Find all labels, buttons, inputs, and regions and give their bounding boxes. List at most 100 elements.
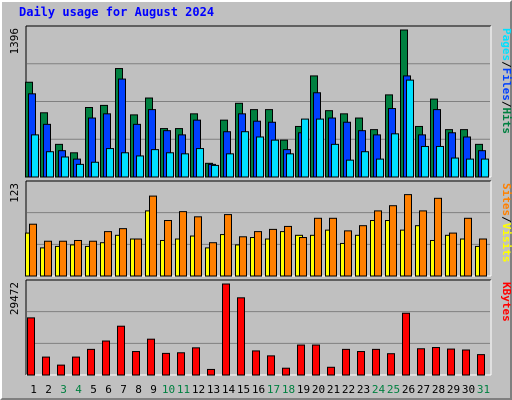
x-tick-label: 24: [372, 383, 386, 396]
bar-pages-day-24: [376, 158, 384, 178]
bar-kbytes-day-9: [147, 338, 155, 376]
bar-pages-day-1: [31, 134, 39, 178]
bar-pages-day-4: [76, 163, 84, 178]
bar-sites-day-14: [224, 214, 232, 277]
bar-kbytes-day-7: [117, 325, 125, 376]
legend-entry: /: [500, 101, 512, 108]
bar-pages-day-16: [256, 136, 264, 178]
bar-pages-day-2: [46, 151, 54, 178]
bar-sites-day-3: [59, 240, 67, 277]
bar-kbytes-day-29: [447, 348, 455, 376]
bar-kbytes-day-8: [132, 351, 140, 376]
panel-visitors-legend: Sites/Visits: [500, 183, 512, 263]
x-tick-label: 9: [150, 383, 157, 396]
bar-sites-day-26: [404, 194, 412, 277]
bar-pages-day-12: [196, 148, 204, 178]
x-tick-label: 2: [45, 383, 52, 396]
bar-pages-day-13: [211, 164, 219, 178]
bar-pages-day-29: [451, 157, 459, 178]
x-tick-label: 10: [162, 383, 175, 396]
bar-sites-day-22: [344, 230, 352, 277]
bar-sites-day-19: [299, 237, 307, 277]
bar-kbytes-day-30: [462, 349, 470, 376]
x-tick-label: 8: [135, 383, 142, 396]
bar-sites-day-17: [269, 228, 277, 277]
bar-kbytes-day-21: [327, 366, 335, 376]
x-tick-label: 21: [327, 383, 340, 396]
x-tick-label: 17: [267, 383, 280, 396]
bar-pages-day-6: [106, 148, 114, 178]
bar-sites-day-21: [329, 217, 337, 277]
bar-kbytes-day-22: [342, 348, 350, 376]
panel-requests-legend: Pages/Files/Hits: [500, 28, 512, 134]
bar-kbytes-day-6: [102, 340, 110, 376]
bar-sites-day-27: [419, 210, 427, 277]
panel-requests-scale-label: 1396: [8, 28, 21, 55]
bar-kbytes-day-4: [72, 356, 80, 376]
x-tick-label: 26: [402, 383, 415, 396]
x-tick-label: 25: [387, 383, 400, 396]
bar-pages-day-15: [241, 131, 249, 178]
bar-sites-day-28: [434, 197, 442, 277]
bar-kbytes-day-2: [42, 356, 50, 376]
bar-sites-day-18: [284, 225, 292, 277]
panel-visitors-scale-label: 123: [8, 183, 21, 203]
x-tick-label: 28: [432, 383, 445, 396]
x-tick-label: 18: [282, 383, 295, 396]
bar-kbytes-day-19: [297, 344, 305, 376]
legend-entry: Pages: [500, 28, 512, 61]
bar-sites-day-7: [119, 228, 127, 277]
legend-entry: Files: [500, 68, 512, 101]
panel-kbytes-legend: KBytes: [500, 282, 512, 322]
bar-pages-day-18: [286, 153, 294, 178]
bar-sites-day-1: [29, 223, 37, 277]
bar-sites-day-16: [254, 231, 262, 277]
x-tick-label: 16: [252, 383, 265, 396]
bar-pages-day-19: [301, 118, 309, 178]
bar-kbytes-day-20: [312, 344, 320, 376]
bar-sites-day-20: [314, 217, 322, 277]
x-tick-label: 13: [207, 383, 220, 396]
bar-kbytes-day-26: [402, 312, 410, 376]
x-tick-label: 20: [312, 383, 325, 396]
bar-pages-day-30: [466, 158, 474, 178]
bar-sites-day-12: [194, 216, 202, 277]
bar-pages-day-10: [166, 152, 174, 178]
bar-kbytes-day-3: [57, 364, 65, 376]
bar-kbytes-day-12: [192, 347, 200, 376]
x-tick-label: 11: [177, 383, 190, 396]
x-tick-label: 3: [60, 383, 67, 396]
bar-kbytes-day-31: [477, 354, 485, 376]
x-tick-label: 29: [447, 383, 460, 396]
bar-sites-day-31: [479, 238, 487, 277]
legend-entry: KBytes: [500, 282, 512, 322]
bar-kbytes-day-27: [417, 348, 425, 376]
bar-kbytes-day-17: [267, 355, 275, 376]
chart-title: Daily usage for August 2024: [19, 5, 215, 19]
bar-pages-day-27: [421, 145, 429, 178]
legend-entry: Sites: [500, 183, 512, 216]
legend-entry: /: [500, 61, 512, 68]
x-tick-label: 19: [297, 383, 310, 396]
bar-sites-day-5: [89, 240, 97, 277]
bar-pages-day-25: [391, 133, 399, 178]
bar-pages-day-14: [226, 153, 234, 178]
bar-pages-day-22: [346, 159, 354, 178]
x-tick-label: 27: [417, 383, 430, 396]
bar-pages-day-3: [61, 156, 69, 178]
bar-sites-day-24: [374, 210, 382, 277]
bar-pages-day-26: [406, 79, 414, 178]
bar-kbytes-day-1: [27, 317, 35, 376]
bar-sites-day-9: [149, 195, 157, 277]
bar-pages-day-9: [151, 149, 159, 178]
bar-kbytes-day-11: [177, 352, 185, 376]
bar-sites-day-23: [359, 225, 367, 277]
bar-kbytes-day-5: [87, 348, 95, 376]
legend-entry: Visits: [500, 223, 512, 263]
bar-kbytes-day-24: [372, 348, 380, 376]
bar-sites-day-15: [239, 236, 247, 277]
bar-sites-day-13: [209, 242, 217, 277]
bar-pages-day-31: [481, 158, 489, 178]
bar-pages-day-8: [136, 155, 144, 178]
bar-kbytes-day-28: [432, 347, 440, 376]
